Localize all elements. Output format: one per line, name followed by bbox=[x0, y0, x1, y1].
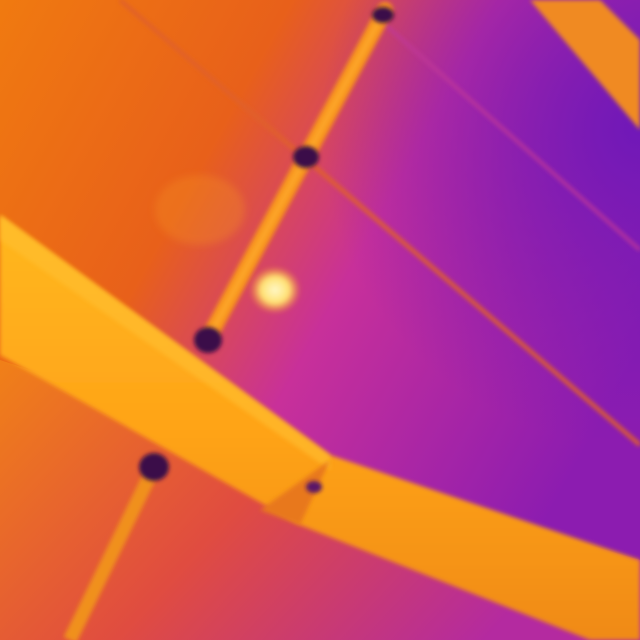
pipe-clamps bbox=[139, 7, 394, 493]
ceiling-panel-seams bbox=[118, 0, 640, 447]
pipe-clamp bbox=[139, 453, 169, 481]
hot-spot bbox=[249, 266, 301, 314]
ceiling-panel-seam bbox=[379, 18, 640, 252]
wooden-beam-top-edge bbox=[0, 215, 330, 470]
warm-blotch bbox=[155, 175, 245, 245]
beam-joint bbox=[260, 460, 330, 525]
pipe-clamp bbox=[306, 481, 322, 493]
wooden-beam bbox=[0, 215, 640, 640]
pipe-clamp bbox=[194, 327, 222, 353]
vertical-pipe-highlight bbox=[207, 8, 388, 337]
upper-right-beam bbox=[530, 0, 640, 130]
pipe-clamp bbox=[372, 7, 394, 23]
vertical-pipe-lower bbox=[63, 461, 162, 640]
pipe-clamp bbox=[293, 146, 319, 168]
ceiling-panel-seam bbox=[118, 0, 640, 447]
